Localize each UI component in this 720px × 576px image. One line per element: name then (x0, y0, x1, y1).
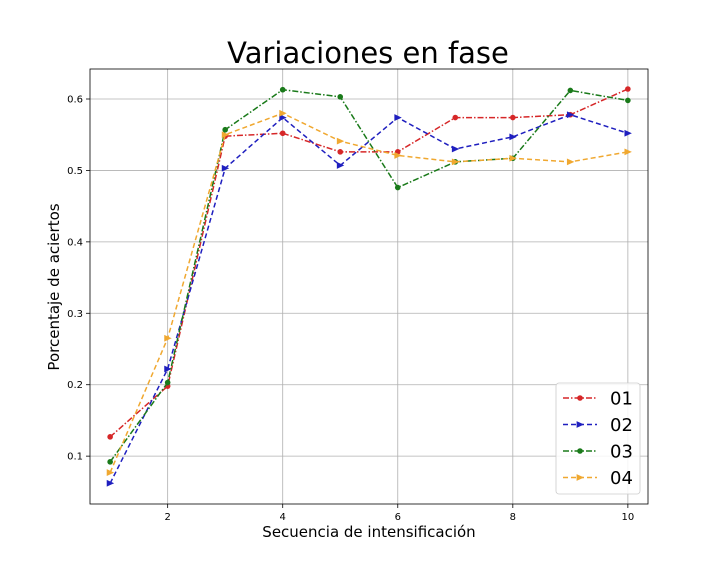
grid-lines (90, 69, 648, 504)
data-point (394, 152, 402, 159)
plot-area-frame (89, 68, 649, 505)
legend-entry-04: 04 (563, 468, 633, 489)
legend-marker (576, 474, 584, 481)
legend-marker (577, 448, 583, 454)
legend-label: 02 (610, 415, 633, 436)
data-point (107, 434, 113, 440)
data-point (451, 158, 460, 166)
series-line-02 (109, 113, 629, 484)
y-tick-label: 0.2 (67, 380, 83, 391)
data-point (279, 114, 287, 121)
x-tick-label: 2 (164, 512, 170, 523)
data-point (624, 129, 632, 137)
data-point (222, 126, 228, 133)
data-point (221, 131, 230, 139)
data-point (164, 379, 171, 386)
y-tick-label: 0.4 (67, 237, 83, 248)
data-point (337, 94, 344, 100)
series-02 (106, 111, 632, 487)
legend-entry-03: 03 (563, 442, 633, 463)
data-point (336, 162, 345, 169)
series-04 (106, 109, 632, 476)
data-point (509, 133, 517, 141)
legend-label: 04 (610, 468, 633, 489)
legend-label: 03 (610, 442, 633, 463)
series-line-01 (109, 88, 629, 438)
x-axis-ticks: 2 4 6 8 10 (164, 504, 634, 523)
legend-marker (577, 395, 583, 401)
data-point (625, 97, 631, 104)
data-point (164, 334, 172, 342)
data-point (336, 137, 345, 145)
data-point (279, 109, 287, 117)
legend-entry-01: 01 (563, 389, 633, 410)
chart-title: Variaciones en fase (227, 36, 509, 70)
data-point (624, 148, 632, 156)
data-point (221, 164, 230, 172)
data-point (625, 86, 631, 92)
legend-label: 01 (610, 389, 633, 410)
data-point (279, 130, 286, 137)
legend-marker (576, 421, 584, 428)
data-point (452, 114, 459, 121)
y-axis-ticks: 0.1 0.2 0.3 0.4 0.5 0.6 (67, 95, 90, 463)
legend-entry-02: 02 (563, 415, 633, 436)
data-point (509, 154, 517, 162)
y-tick-label: 0.5 (67, 166, 83, 177)
y-tick-label: 0.6 (67, 95, 83, 106)
x-tick-label: 6 (395, 512, 401, 523)
data-point (394, 184, 401, 191)
x-tick-label: 8 (510, 512, 516, 523)
y-tick-label: 0.3 (67, 309, 83, 320)
y-tick-label: 0.1 (67, 452, 83, 463)
data-point (566, 111, 575, 119)
data-point (566, 158, 575, 166)
legend-box (555, 382, 641, 495)
x-axis-label: Secuencia de intensificación (262, 523, 475, 541)
y-axis-label: Porcentaje de aciertos (45, 203, 63, 370)
series-line-04 (109, 112, 628, 473)
series-line-03 (109, 88, 628, 463)
data-point (106, 479, 115, 487)
x-tick-label: 4 (280, 512, 286, 523)
data-point (106, 469, 115, 476)
data-point (567, 87, 574, 94)
data-point (394, 114, 402, 121)
data-point (337, 149, 344, 155)
series-lines (106, 86, 632, 487)
x-tick-label: 10 (621, 512, 634, 523)
data-point (164, 365, 172, 373)
data-point (279, 86, 286, 93)
data-point (510, 114, 516, 121)
legend: 01 02 03 04 (555, 382, 641, 495)
series-01 (107, 86, 631, 440)
data-point (451, 145, 460, 153)
data-point (107, 459, 113, 465)
